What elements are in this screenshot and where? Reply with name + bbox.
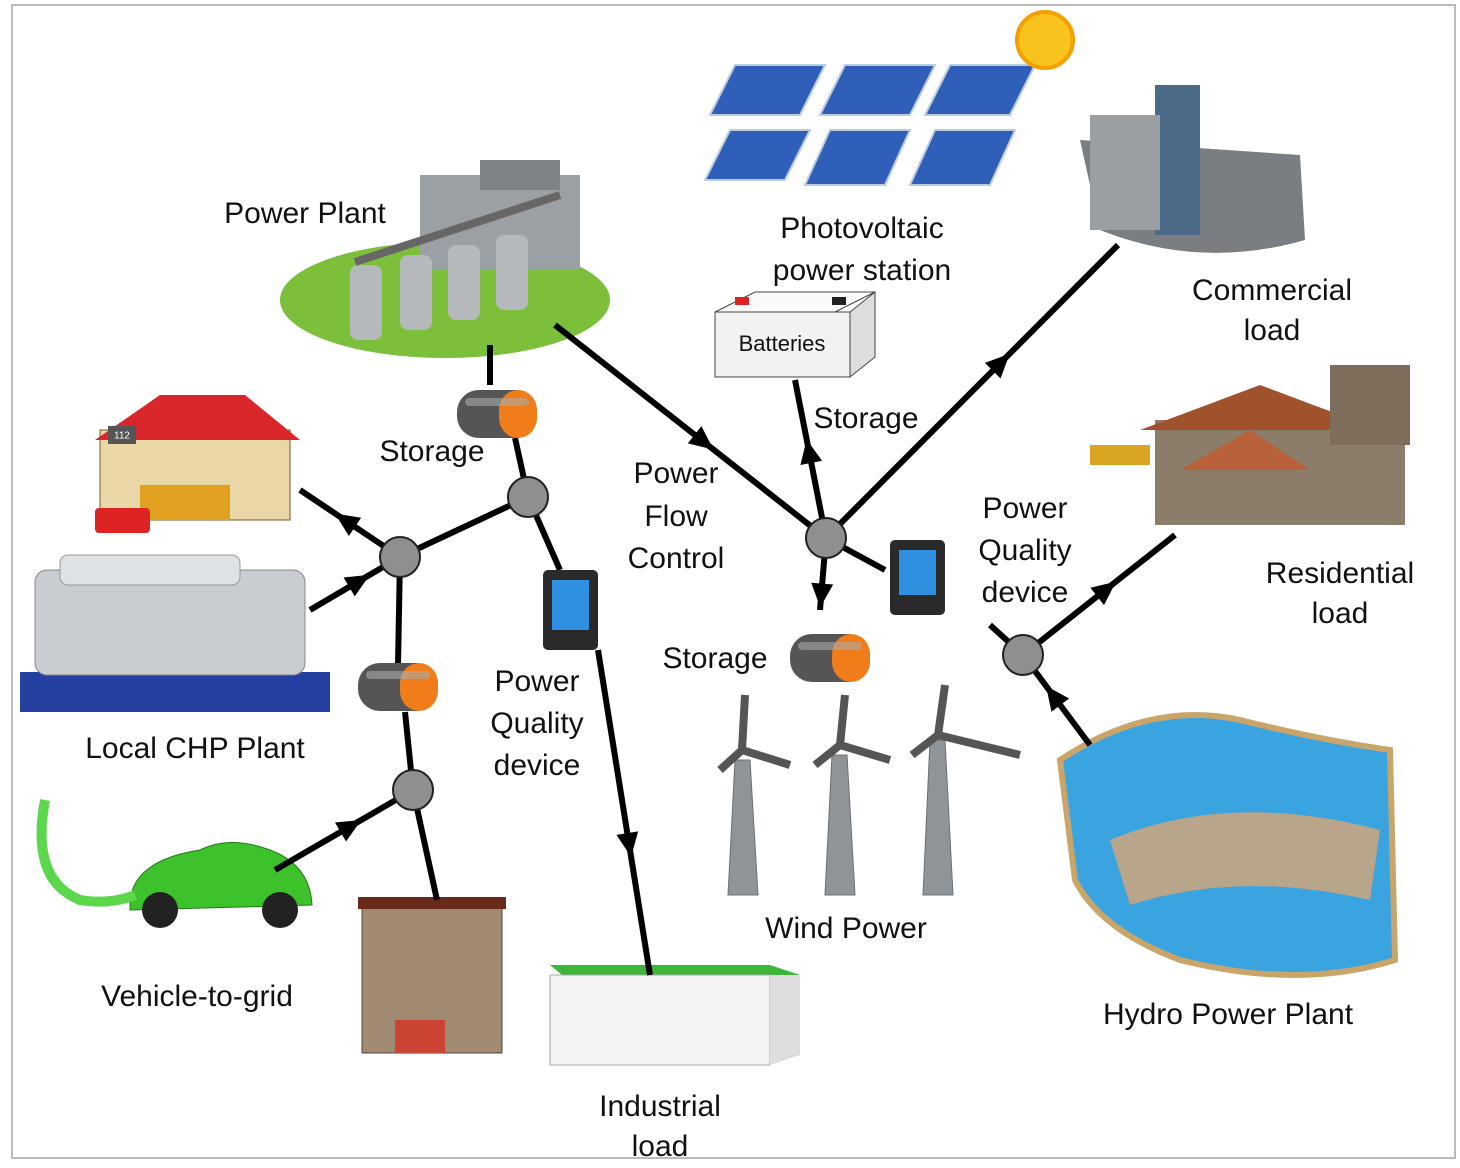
battery-shine <box>798 642 862 650</box>
label: Power Plant <box>224 197 386 230</box>
label: device <box>982 576 1069 609</box>
junction <box>806 518 846 558</box>
pq-screen <box>899 550 936 595</box>
battery-charge <box>400 663 438 711</box>
junction <box>1003 635 1043 675</box>
label: Batteries <box>739 331 826 356</box>
battery-charge <box>832 634 870 682</box>
label: Power <box>633 457 718 490</box>
battery-charge <box>499 390 537 438</box>
label: device <box>494 749 581 782</box>
label: Storage <box>813 402 918 435</box>
label: Quality <box>978 534 1071 567</box>
junction <box>380 537 420 577</box>
label: Vehicle-to-grid <box>101 980 293 1013</box>
label: Storage <box>379 435 484 468</box>
label: Flow <box>644 500 708 533</box>
label: Commercial <box>1192 274 1352 307</box>
label: load <box>632 1130 689 1163</box>
label: Power <box>494 665 579 698</box>
battery-shine <box>465 398 529 406</box>
label: Photovoltaic <box>780 212 943 245</box>
diagram: Power Plant Photovoltaic power station C… <box>0 0 1460 1163</box>
sign: 112 <box>114 431 130 442</box>
label: Hydro Power Plant <box>1103 998 1354 1031</box>
label: Storage <box>662 642 767 675</box>
label: power station <box>773 254 951 287</box>
label: load <box>1312 597 1369 630</box>
chp-icon <box>20 555 330 712</box>
junction <box>393 770 433 810</box>
label: Industrial <box>599 1090 721 1123</box>
label: Wind Power <box>765 912 927 945</box>
label: Quality <box>490 707 583 740</box>
label: Control <box>628 542 725 575</box>
pq-screen <box>552 580 589 630</box>
industrial-icon <box>550 965 800 1065</box>
junction <box>508 477 548 517</box>
battery-shine <box>366 671 430 679</box>
label: Local CHP Plant <box>85 732 305 765</box>
apartment-icon <box>358 897 506 1053</box>
label: Residential <box>1266 557 1414 590</box>
label: load <box>1244 314 1301 347</box>
label: Power <box>982 492 1067 525</box>
